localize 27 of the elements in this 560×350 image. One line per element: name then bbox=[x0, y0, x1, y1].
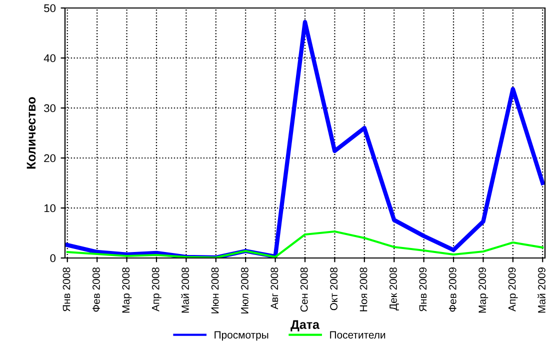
x-tick-label: Окт 2008 bbox=[330, 267, 338, 310]
x-tick-label: Фев 2009 bbox=[448, 268, 456, 312]
y-tick-label: 10 bbox=[44, 204, 56, 212]
x-tick-label: Май 2008 bbox=[181, 267, 189, 313]
x-tick-label: Авг 2008 bbox=[270, 267, 278, 310]
y-tick-label: 40 bbox=[44, 54, 56, 62]
x-tick-label: Дек 2008 bbox=[390, 267, 399, 310]
x-tick-label: Июн 2008 bbox=[211, 267, 219, 314]
legend-label: Посетители bbox=[330, 331, 386, 339]
y-axis-title: Количество bbox=[26, 97, 36, 169]
x-tick-label: Май 2009 bbox=[538, 268, 546, 313]
x-tick-label: Сен 2008 bbox=[300, 267, 308, 312]
y-tick-label: 50 bbox=[44, 4, 56, 12]
y-tick-label: 20 bbox=[44, 154, 56, 162]
x-tick-label: Янв 2008 bbox=[62, 267, 70, 312]
x-tick-label: Мар 2008 bbox=[122, 267, 132, 313]
y-tick-label: 30 bbox=[44, 104, 56, 112]
x-tick-label: Апр 2009 bbox=[508, 268, 518, 312]
x-tick-label: Апр 2008 bbox=[152, 267, 162, 312]
legend-label: Просмотры bbox=[214, 331, 268, 341]
x-tick-label: Июл 2008 bbox=[241, 267, 248, 314]
x-tick-label: Янв 2009 bbox=[419, 268, 427, 312]
x-tick-label: Мар 2009 bbox=[478, 268, 488, 313]
x-tick-label: Ноя 2008 bbox=[360, 267, 368, 312]
x-tick-label: Фев 2008 bbox=[92, 267, 100, 312]
y-tick-label: 0 bbox=[50, 254, 56, 262]
x-axis-title: Дата bbox=[290, 320, 320, 332]
